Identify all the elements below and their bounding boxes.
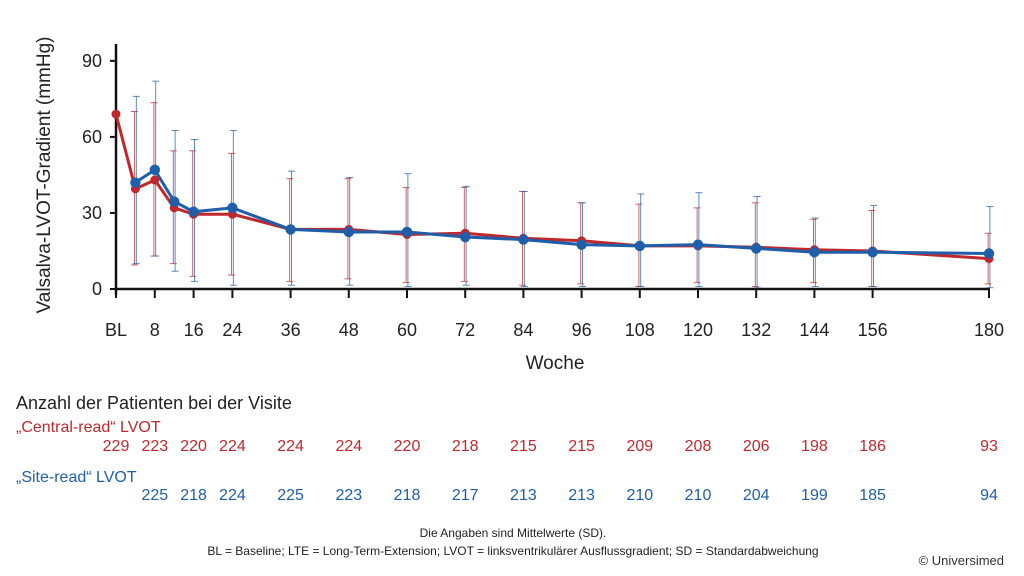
x-tick-label: 16 — [184, 320, 204, 340]
site-read-point — [169, 196, 180, 207]
x-tick-label: BL — [105, 320, 127, 340]
site-read-count: 224 — [219, 487, 246, 504]
site-read-point — [751, 243, 762, 254]
site-read-point — [285, 224, 296, 235]
site-read-point — [188, 206, 199, 217]
central-read-count: 223 — [141, 438, 168, 455]
x-tick-label: 96 — [572, 320, 592, 340]
site-read-point — [343, 226, 354, 238]
central-read-count: 209 — [626, 438, 653, 455]
central-read-count: 224 — [335, 438, 362, 455]
x-tick-label: 132 — [741, 320, 771, 340]
copyright-notice: © Universimed — [919, 553, 1004, 568]
x-tick-label: 144 — [799, 320, 829, 340]
central-read-count: 218 — [452, 438, 479, 455]
central-read-point — [111, 109, 121, 119]
site-read-point — [576, 239, 587, 250]
x-tick-label: 72 — [455, 320, 475, 340]
x-tick-label: 180 — [974, 320, 1004, 340]
footnote-line-2: BL = Baseline; LTE = Long-Term-Extension… — [207, 544, 818, 558]
central-read-line — [114, 113, 990, 261]
site-read-count: 218 — [180, 487, 207, 504]
central-read-count: 220 — [180, 438, 207, 455]
site-read-count: 213 — [568, 487, 595, 504]
x-tick-label: 36 — [281, 320, 301, 340]
x-tick-label: 84 — [513, 320, 533, 340]
site-read-count: 204 — [743, 487, 770, 504]
y-tick-label: 90 — [82, 51, 102, 71]
series-lines — [114, 113, 990, 261]
site-read-count: 225 — [141, 487, 168, 504]
site-read-count: 217 — [452, 487, 479, 504]
site-read-count: 185 — [859, 487, 886, 504]
central-read-point — [150, 175, 160, 185]
central-read-row-label: „Central-read“ LVOT — [16, 419, 161, 436]
site-read-point — [809, 247, 820, 258]
x-tick-label: 24 — [222, 320, 242, 340]
site-read-count: 210 — [626, 487, 653, 504]
y-axis-title: Valsalva-LVOT-Gradient (mmHg) — [34, 37, 55, 314]
site-read-point — [518, 234, 529, 245]
x-tick-label: 48 — [339, 320, 359, 340]
site-read-count: 225 — [277, 487, 304, 504]
x-tick-label: 60 — [397, 320, 417, 340]
central-read-count: 93 — [980, 438, 998, 455]
patient-table-title: Anzahl der Patienten bei der Visite — [16, 393, 292, 413]
y-tick-label: 60 — [82, 127, 102, 147]
tick-labels: 0 30 60 90 BL 8 16 24 36 48 60 72 84 96 108 120 132 144 15… — [82, 51, 1004, 340]
site-read-count: 94 — [980, 487, 998, 504]
y-tick-label: 30 — [82, 203, 102, 223]
x-tick-label: 120 — [683, 320, 713, 340]
error-bars — [131, 80, 994, 289]
y-tick-label: 0 — [92, 279, 102, 299]
chart-axes — [110, 44, 990, 298]
site-read-point — [692, 239, 704, 250]
site-read-count: 210 — [685, 487, 712, 504]
patient-count-table: Anzahl der Patienten bei der Visite „Cen… — [16, 393, 998, 504]
site-read-row-label: „Site-read“ LVOT — [16, 469, 137, 486]
series-points — [111, 109, 995, 264]
site-read-count: 213 — [510, 487, 537, 504]
central-read-count: 220 — [394, 438, 421, 455]
central-read-count: 206 — [743, 438, 770, 455]
site-read-count: 218 — [394, 487, 421, 504]
site-read-point — [401, 226, 413, 238]
x-tick-label: 8 — [150, 320, 160, 340]
central-read-count: 186 — [859, 438, 886, 455]
central-read-count: 198 — [801, 438, 828, 455]
site-read-point — [634, 240, 645, 252]
central-read-count: 208 — [685, 438, 712, 455]
site-read-count: 199 — [801, 487, 828, 504]
x-tick-label: 156 — [858, 320, 888, 340]
central-read-count: 224 — [277, 438, 304, 455]
site-read-point — [130, 177, 141, 188]
site-read-point — [149, 164, 160, 176]
x-axis-title: Woche — [526, 353, 585, 374]
central-read-count: 224 — [219, 438, 246, 455]
central-read-count: 215 — [510, 438, 537, 455]
central-read-count: 229 — [103, 438, 130, 455]
site-read-point — [867, 247, 878, 258]
central-read-count: 215 — [568, 438, 595, 455]
site-read-point — [983, 248, 995, 259]
site-read-count: 223 — [335, 487, 362, 504]
x-tick-label: 108 — [625, 320, 655, 340]
site-read-point — [227, 202, 238, 214]
site-read-point — [460, 231, 471, 243]
footnote-line-1: Die Angaben sind Mittelwerte (SD). — [420, 526, 607, 540]
